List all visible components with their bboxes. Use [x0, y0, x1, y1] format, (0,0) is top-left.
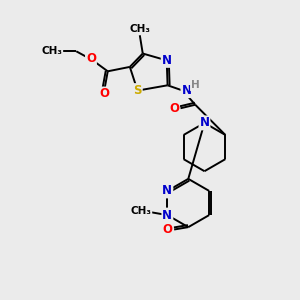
Text: N: N: [162, 54, 172, 67]
Text: CH₃: CH₃: [130, 206, 152, 216]
Text: N: N: [182, 84, 191, 97]
Text: S: S: [133, 84, 142, 97]
Text: CH₃: CH₃: [129, 24, 150, 34]
Text: O: O: [86, 52, 96, 65]
Text: H: H: [191, 80, 200, 90]
Text: N: N: [200, 116, 209, 129]
Text: O: O: [169, 102, 179, 115]
Text: N: N: [162, 208, 172, 222]
Text: CH₃: CH₃: [41, 46, 62, 56]
Text: O: O: [163, 223, 173, 236]
Text: O: O: [100, 88, 110, 100]
Text: N: N: [162, 184, 172, 197]
